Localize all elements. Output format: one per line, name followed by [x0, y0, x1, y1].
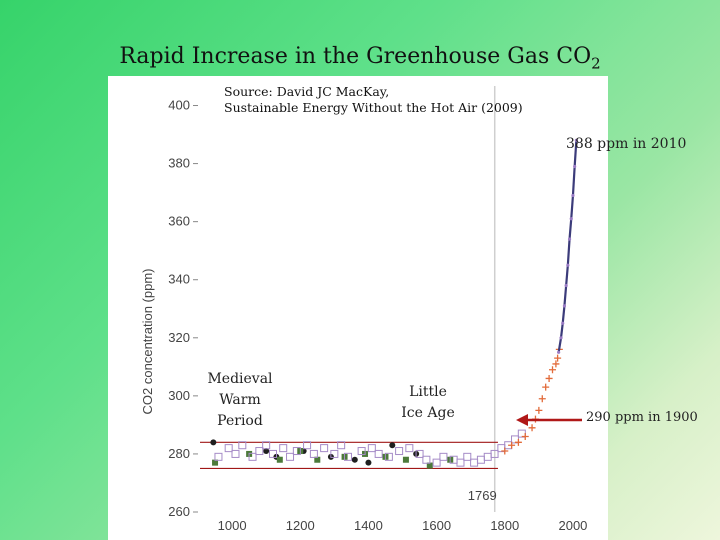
- data-point-open-square: [337, 441, 346, 450]
- y-tick-label: 400: [168, 98, 190, 113]
- year-marker-1769: 1769: [468, 488, 497, 503]
- data-point-plus: [535, 406, 543, 414]
- data-point-open-square: [463, 452, 472, 461]
- y-tick-label: 360: [168, 214, 190, 229]
- data-point-open-square: [224, 444, 233, 453]
- x-tick-label: 1200: [286, 518, 315, 533]
- y-tick-label: 380: [168, 156, 190, 171]
- y-tick-label: 300: [168, 388, 190, 403]
- data-point-square: [402, 456, 409, 463]
- y-axis-title: CO2 concentration (ppm): [140, 269, 155, 415]
- series-recent-point: [574, 138, 578, 142]
- data-point-plus: [552, 360, 560, 368]
- data-point-plus: [538, 395, 546, 403]
- data-point-circle: [389, 442, 396, 449]
- data-point-open-square: [238, 441, 247, 450]
- data-point-open-square: [367, 444, 376, 453]
- label-medieval-warm-period-line-3: Period: [217, 413, 263, 429]
- data-point-open-square: [268, 449, 277, 458]
- callout-2010: 388 ppm in 2010: [566, 136, 687, 152]
- data-point-plus: [528, 424, 536, 432]
- data-point-open-square: [374, 449, 383, 458]
- data-point-circle: [365, 459, 372, 466]
- series-recent-point: [569, 217, 573, 221]
- chart-panel: 260 280 300 320 340 360 380 400 1000 1200 1400 1600…: [108, 76, 608, 540]
- data-point-square: [314, 456, 321, 463]
- source-citation: Source: David JC MacKay, Sustainable Ene…: [224, 84, 523, 116]
- data-point-circle: [351, 456, 358, 463]
- data-point-circle: [210, 439, 217, 446]
- data-point-open-square: [456, 458, 465, 467]
- series-recent-point: [567, 237, 572, 241]
- data-point-open-square: [303, 441, 312, 450]
- data-point-open-square: [432, 458, 441, 467]
- co2-chart: 260 280 300 320 340 360 380 400 1000 1200 1400 1600…: [140, 86, 587, 533]
- series-recent-point: [561, 321, 565, 325]
- data-point-circle: [263, 448, 270, 455]
- data-point-open-square: [262, 441, 271, 450]
- data-point-square: [212, 459, 219, 466]
- data-point-plus: [501, 447, 509, 455]
- data-point-open-square: [286, 452, 295, 461]
- x-tick-label: 1400: [354, 518, 383, 533]
- data-point-plus: [554, 354, 562, 362]
- data-point-open-square: [490, 449, 499, 458]
- arrow-head-icon: [516, 414, 528, 426]
- data-point-open-square: [214, 452, 223, 461]
- data-point-open-square: [415, 449, 424, 458]
- label-medieval-warm-period-line-1: Medieval: [207, 371, 273, 387]
- data-point-open-square: [439, 452, 448, 461]
- series-recent-point: [564, 283, 568, 288]
- data-point-open-square: [343, 452, 352, 461]
- x-tick-label: 1800: [490, 518, 519, 533]
- data-point-open-square: [292, 447, 301, 456]
- slide-title: Rapid Increase in the Greenhouse Gas CO2: [0, 44, 720, 72]
- data-point-open-square: [405, 444, 414, 453]
- series-recent-point: [557, 350, 561, 354]
- data-point-open-square: [248, 452, 257, 461]
- series-recent-point: [571, 193, 575, 198]
- y-tick-label: 340: [168, 272, 190, 287]
- data-point-open-square: [279, 444, 288, 453]
- data-point-plus: [521, 433, 529, 441]
- data-point-open-square: [309, 449, 318, 458]
- label-medieval-warm-period-line-2: Warm: [219, 392, 261, 408]
- title-text: Rapid Increase in the Greenhouse Gas CO: [119, 44, 592, 69]
- x-tick-label: 1600: [422, 518, 451, 533]
- label-little-ice-age-line-1: Little: [409, 384, 447, 400]
- data-point-open-square: [231, 449, 240, 458]
- data-point-plus: [549, 366, 557, 374]
- y-tick-label: 280: [168, 446, 190, 461]
- series-recent-point: [573, 164, 577, 169]
- data-point-plus: [508, 441, 516, 449]
- data-point-open-square: [422, 455, 431, 464]
- callout-1900: 290 ppm in 1900: [586, 410, 698, 425]
- source-line-1: Source: David JC MacKay,: [224, 84, 390, 99]
- source-line-2: Sustainable Energy Without the Hot Air (…: [224, 100, 523, 115]
- series-recent-point: [566, 263, 570, 267]
- data-point-open-square: [255, 447, 264, 456]
- y-tick-label: 260: [168, 504, 190, 519]
- data-point-open-square: [357, 447, 366, 456]
- data-point-open-square: [395, 447, 404, 456]
- y-tick-label: 320: [168, 330, 190, 345]
- data-point-plus: [545, 374, 553, 382]
- x-tick-label: 1000: [218, 518, 247, 533]
- data-point-plus: [514, 438, 522, 446]
- series-recent-point: [559, 336, 563, 340]
- series-recent-point: [562, 304, 567, 308]
- label-little-ice-age-line-2: Ice Age: [401, 405, 454, 421]
- data-point-open-square: [330, 449, 339, 458]
- data-point-open-square: [384, 452, 393, 461]
- title-subscript: 2: [591, 54, 601, 73]
- x-tick-label: 2000: [558, 518, 587, 533]
- data-point-plus: [542, 383, 550, 391]
- data-point-square: [426, 462, 433, 469]
- data-point-open-square: [320, 444, 329, 453]
- data-point-square: [276, 456, 283, 463]
